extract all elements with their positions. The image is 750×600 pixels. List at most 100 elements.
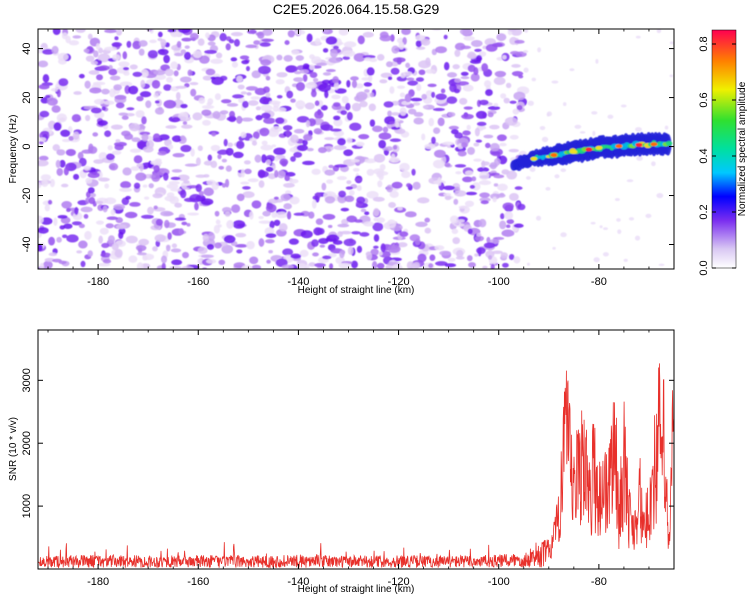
noise-blob	[235, 232, 247, 238]
noise-blob	[225, 165, 232, 172]
noise-blob	[373, 208, 380, 217]
noise-blob	[527, 100, 534, 106]
noise-blob	[66, 207, 71, 213]
y-tick-label: 2000	[21, 431, 33, 455]
noise-blob	[669, 41, 674, 45]
noise-blob	[41, 179, 49, 187]
noise-blob	[378, 172, 384, 181]
noise-blob	[245, 86, 258, 91]
noise-blob	[152, 133, 161, 142]
noise-blob	[172, 152, 185, 158]
noise-blob	[260, 144, 274, 151]
noise-blob	[551, 80, 559, 84]
noise-blob	[259, 127, 270, 137]
noise-blob	[295, 55, 305, 61]
noise-blob	[83, 48, 90, 53]
noise-blob	[595, 59, 599, 64]
noise-blob	[489, 143, 500, 152]
noise-blob	[350, 158, 360, 163]
noise-blob	[276, 170, 286, 179]
noise-blob	[355, 83, 364, 89]
noise-blob	[360, 208, 367, 213]
noise-blob	[333, 45, 339, 50]
noise-blob	[327, 224, 333, 229]
noise-blob	[416, 83, 422, 92]
noise-blob	[351, 260, 358, 269]
noise-blob	[349, 122, 362, 131]
noise-blob	[405, 211, 417, 218]
noise-blob	[328, 57, 342, 64]
noise-blob	[139, 91, 152, 98]
noise-blob	[219, 110, 229, 115]
noise-blob	[342, 56, 350, 60]
noise-blob	[322, 213, 336, 220]
noise-blob	[283, 203, 292, 210]
noise-blob	[387, 244, 401, 254]
noise-blob	[177, 174, 190, 181]
noise-blob	[214, 242, 222, 249]
noise-blob	[293, 151, 303, 158]
noise-blob	[289, 178, 299, 184]
noise-blob	[664, 125, 669, 130]
noise-blob	[178, 111, 189, 121]
noise-blob	[432, 107, 445, 112]
noise-blob	[499, 220, 507, 230]
noise-blob	[59, 225, 66, 230]
noise-blob	[333, 130, 345, 137]
noise-blob	[262, 98, 270, 104]
noise-blob	[469, 184, 476, 189]
noise-blob	[215, 52, 223, 59]
noise-blob	[289, 196, 300, 205]
noise-blob	[373, 234, 380, 242]
noise-blob	[56, 89, 61, 98]
noise-blob	[210, 76, 216, 80]
noise-blob	[296, 263, 308, 269]
noise-blob	[366, 251, 373, 261]
noise-blob	[449, 215, 459, 224]
noise-blob	[505, 82, 512, 89]
noise-blob	[171, 259, 183, 266]
noise-blob	[217, 224, 222, 228]
noise-blob	[101, 242, 110, 249]
noise-blob	[509, 100, 517, 104]
noise-blob	[38, 155, 49, 161]
noise-blob	[130, 166, 140, 171]
noise-blob	[212, 111, 221, 119]
noise-blob	[473, 142, 480, 147]
noise-blob	[247, 100, 259, 106]
noise-blob	[232, 94, 245, 99]
noise-blob	[254, 154, 262, 163]
noise-blob	[377, 180, 383, 188]
noise-blob	[651, 161, 656, 167]
spectrogram-y-label: Frequency (Hz)	[8, 115, 19, 184]
noise-blob	[309, 71, 318, 79]
noise-blob	[415, 46, 426, 50]
noise-blob	[284, 174, 290, 182]
noise-blob	[197, 145, 203, 152]
noise-blob	[135, 110, 145, 118]
noise-blob	[379, 34, 392, 42]
noise-blob	[467, 228, 473, 235]
noise-blob	[253, 40, 261, 45]
noise-blob	[337, 231, 343, 238]
noise-blob	[396, 57, 402, 65]
noise-blob	[273, 196, 279, 200]
noise-blob	[340, 207, 350, 212]
noise-blob	[517, 203, 526, 211]
noise-blob	[233, 39, 240, 47]
noise-blob	[483, 242, 496, 249]
noise-blob	[199, 55, 210, 64]
x-tick-label: -160	[187, 576, 209, 588]
noise-blob	[170, 61, 178, 70]
noise-blob	[562, 102, 567, 107]
x-tick-label: -120	[388, 276, 410, 288]
noise-blob	[432, 159, 445, 169]
noise-blob	[61, 32, 68, 40]
noise-blob	[290, 134, 299, 144]
y-tick-label: 1000	[21, 494, 33, 518]
noise-blob	[302, 63, 310, 70]
noise-blob	[295, 82, 306, 91]
noise-blob	[406, 183, 412, 188]
noise-blob	[163, 172, 169, 181]
